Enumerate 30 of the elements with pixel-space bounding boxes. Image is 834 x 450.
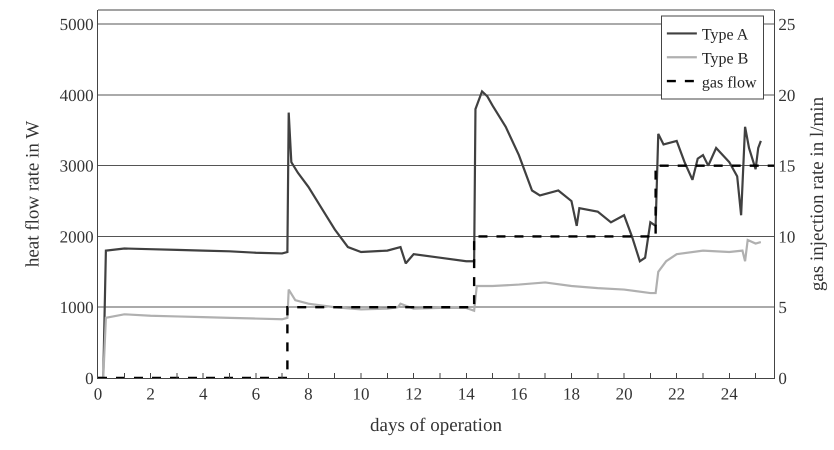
y2-tick-label: 5: [778, 298, 787, 318]
y-tick-label: 0: [85, 368, 94, 388]
legend-label: Type A: [702, 26, 749, 44]
x-tick-label: 20: [616, 384, 633, 404]
x-tick-label: 8: [304, 384, 313, 404]
y-tick-label: 2000: [60, 227, 94, 246]
x-tick-label: 14: [458, 384, 476, 404]
x-tick-label: 6: [252, 384, 260, 404]
x-tick-label: 18: [562, 384, 580, 404]
y2-tick-label: 15: [778, 156, 796, 176]
y-tick-label: 3000: [60, 156, 94, 176]
legend-label: gas flow: [702, 74, 757, 92]
y2-tick-label: 20: [778, 86, 796, 105]
y-tick-label: 5000: [60, 15, 94, 34]
y2-tick-label: 10: [778, 227, 796, 246]
y2-tick-label: 25: [778, 15, 796, 34]
y2-axis-title: gas injection rate in l/min: [807, 96, 828, 292]
x-tick-label: 10: [352, 384, 370, 404]
x-tick-label: 22: [668, 384, 686, 404]
legend-label: Type B: [702, 50, 748, 68]
x-tick-label: 2: [146, 384, 155, 404]
y2-tick-label: 0: [778, 368, 787, 388]
x-tick-label: 12: [405, 384, 422, 404]
x-tick-label: 16: [510, 384, 528, 404]
x-tick-label: 4: [198, 384, 208, 404]
x-tick-label: 24: [720, 384, 738, 404]
y-tick-label: 4000: [60, 86, 94, 105]
y-tick-label: 1000: [60, 298, 94, 318]
y-axis-title: heat flow rate in W: [22, 120, 44, 268]
x-axis-title: days of operation: [370, 415, 502, 436]
